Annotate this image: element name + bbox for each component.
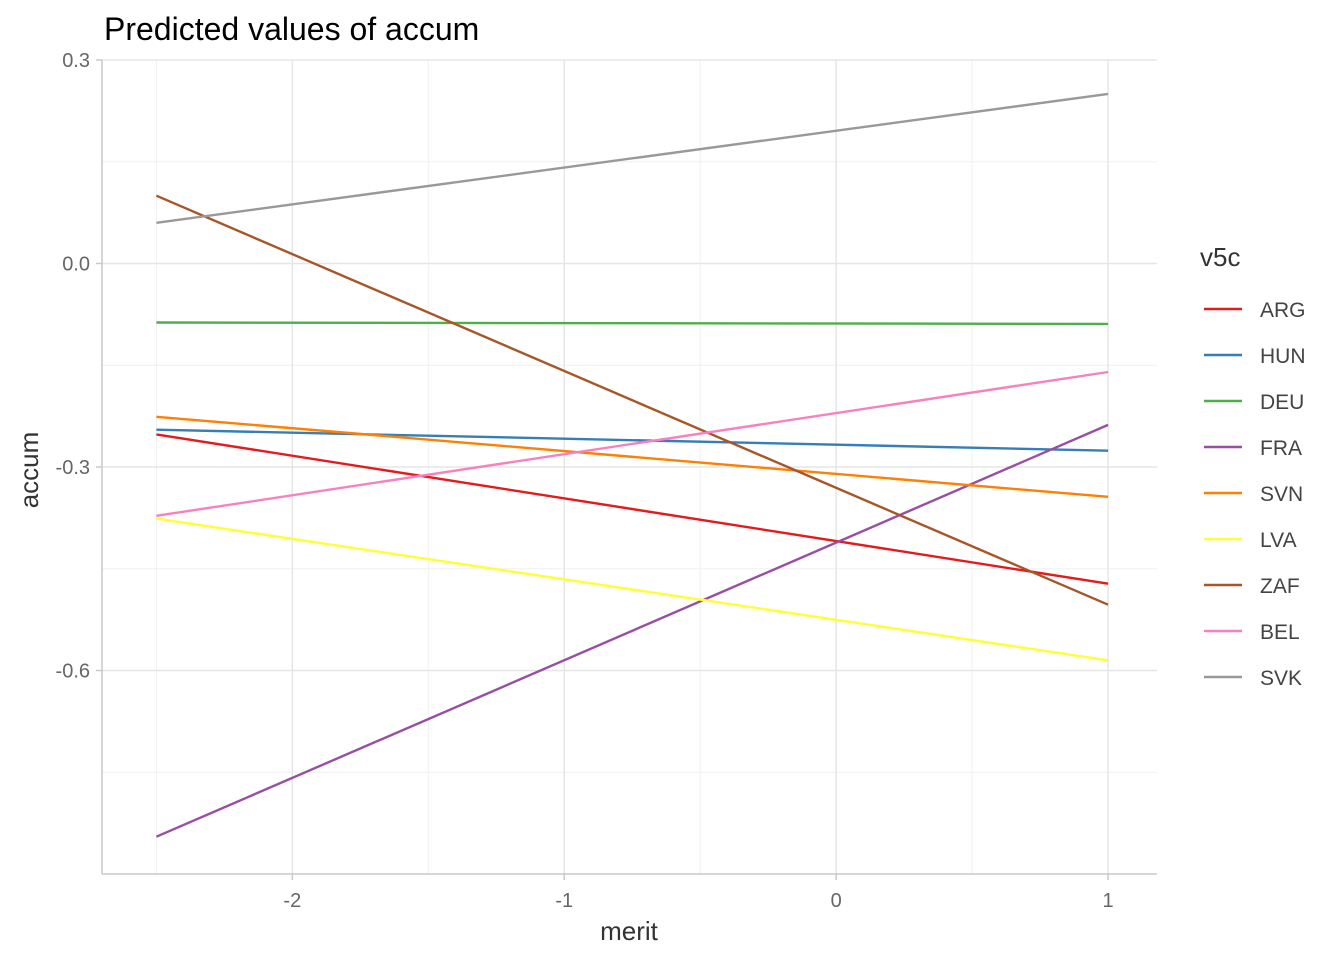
y-tick-label-1: 0.0 [62, 254, 90, 276]
series-line-svn [156, 415, 1109, 498]
series-line-arg [156, 433, 1109, 585]
legend-items: ARG HUN DEU FRA SVN LVA ZAF BEL SVK [1204, 299, 1306, 690]
legend-label-arg: ARG [1260, 299, 1306, 322]
series-line-svk [156, 92, 1109, 224]
legend-label-hun: HUN [1260, 345, 1306, 368]
grid [102, 59, 1157, 874]
x-tick-label-1: -1 [555, 890, 573, 912]
y-tick-label-2: -0.3 [56, 457, 90, 479]
series-line-deu [156, 321, 1109, 326]
series-line-lva [156, 517, 1109, 662]
legend-label-svn: SVN [1260, 483, 1303, 506]
legend-label-deu: DEU [1260, 391, 1304, 414]
legend-label-svk: SVK [1260, 667, 1302, 690]
y-tick-label-3: -0.6 [56, 661, 90, 683]
legend-label-zaf: ZAF [1260, 575, 1300, 598]
series-line-fra [155, 423, 1109, 838]
x-tick-label-3: 1 [1102, 890, 1113, 912]
series-lines [155, 92, 1109, 838]
series-line-hun [156, 428, 1109, 452]
x-tick-label-2: 0 [831, 890, 842, 912]
legend-label-bel: BEL [1260, 621, 1300, 644]
x-tick-label-0: -2 [283, 890, 301, 912]
legend-label-fra: FRA [1260, 437, 1302, 460]
x-axis-title: merit [600, 916, 659, 946]
y-tick-label-0: 0.3 [62, 50, 90, 72]
chart-title: Predicted values of accum [104, 11, 479, 47]
series-line-zaf [155, 194, 1109, 606]
legend-label-lva: LVA [1260, 529, 1297, 552]
series-line-bel [156, 370, 1109, 517]
legend: v5c ARG HUN DEU FRA SVN LVA ZAF BEL SVK [1200, 242, 1306, 690]
y-axis-title: accum [14, 432, 44, 509]
legend-title: v5c [1200, 242, 1240, 272]
axis-ticks: -2 -1 0 1 0.3 0.0 -0.3 -0.6 [56, 50, 1114, 912]
